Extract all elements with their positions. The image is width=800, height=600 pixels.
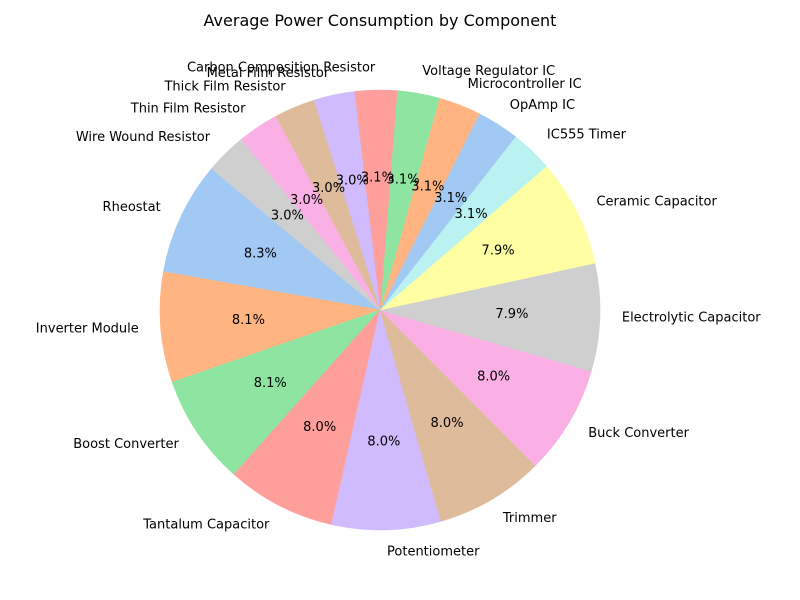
percent-label-thin-film-resistor: 3.0% xyxy=(290,193,323,208)
category-label-inverter-module: Inverter Module xyxy=(36,322,139,337)
pie-slice-potentiometer xyxy=(331,309,442,531)
category-label-microcontroller-ic: Microcontroller IC xyxy=(468,77,582,92)
category-label-rheostat: Rheostat xyxy=(103,200,161,215)
percent-label-buck-converter: 8.0% xyxy=(477,370,510,385)
percent-label-ceramic-capacitor: 7.9% xyxy=(482,243,515,258)
percent-label-metal-film-resistor: 3.0% xyxy=(336,173,369,188)
pie-slice-rheostat xyxy=(163,168,381,311)
percent-label-inverter-module: 8.1% xyxy=(232,313,265,328)
category-label-wire-wound-resistor: Wire Wound Resistor xyxy=(76,130,211,145)
pie-slice-electrolytic-capacitor xyxy=(379,262,601,372)
percent-label-wire-wound-resistor: 3.0% xyxy=(271,208,304,223)
percent-label-boost-converter: 8.1% xyxy=(254,376,287,391)
percent-label-opamp-ic: 3.1% xyxy=(434,191,467,206)
category-labels-layer: Rheostat Inverter Module Boost Converter Ta… xyxy=(36,61,761,560)
percent-label-trimmer: 8.0% xyxy=(431,416,464,431)
category-label-tantalum-capacitor: Tantalum Capacitor xyxy=(142,518,270,533)
percent-label-rheostat: 8.3% xyxy=(244,247,277,262)
category-label-ic555-timer: IC555 Timer xyxy=(547,127,627,142)
category-label-carbon-composition-resistor: Carbon Composition Resistor xyxy=(187,61,376,76)
pie-slice-buck-converter xyxy=(379,309,592,467)
percent-label-voltage-regulator-ic: 3.1% xyxy=(387,173,420,188)
percent-label-thick-film-resistor: 3.0% xyxy=(312,181,345,196)
pie-slice-trimmer xyxy=(379,309,536,522)
percent-labels-layer: 8.3% 8.1% 8.1% 8.0% 8.0% 8.0% 8.0% 7.9% 7.9% 3.1%… xyxy=(232,171,529,450)
category-label-electrolytic-capacitor: Electrolytic Capacitor xyxy=(622,311,761,326)
pie-slice-boost-converter xyxy=(171,309,381,475)
category-label-potentiometer: Potentiometer xyxy=(387,544,480,559)
category-label-buck-converter: Buck Converter xyxy=(588,426,689,441)
percent-label-microcontroller-ic: 3.1% xyxy=(411,179,444,194)
category-label-thin-film-resistor: Thin Film Resistor xyxy=(130,101,246,116)
category-label-voltage-regulator-ic: Voltage Regulator IC xyxy=(422,64,555,79)
percent-label-electrolytic-capacitor: 7.9% xyxy=(495,307,528,322)
slices-layer xyxy=(159,89,601,531)
percent-label-tantalum-capacitor: 8.0% xyxy=(303,420,336,435)
category-label-opamp-ic: OpAmp IC xyxy=(510,98,575,113)
category-label-metal-film-resistor: Metal Film Resistor xyxy=(207,66,330,81)
category-label-ceramic-capacitor: Ceramic Capacitor xyxy=(596,194,717,209)
percent-label-ic555-timer: 3.1% xyxy=(455,207,488,222)
category-label-boost-converter: Boost Converter xyxy=(73,437,179,452)
category-label-thick-film-resistor: Thick Film Resistor xyxy=(163,80,286,95)
chart-title: Average Power Consumption by Component xyxy=(204,11,557,30)
pie-slice-ceramic-capacitor xyxy=(379,165,596,311)
category-label-trimmer: Trimmer xyxy=(502,511,557,526)
percent-label-carbon-composition-resistor: 3.1% xyxy=(361,171,394,186)
pie-slice-inverter-module xyxy=(159,271,381,383)
pie-slice-wire-wound-resistor xyxy=(211,139,381,311)
percent-label-potentiometer: 8.0% xyxy=(367,434,400,449)
